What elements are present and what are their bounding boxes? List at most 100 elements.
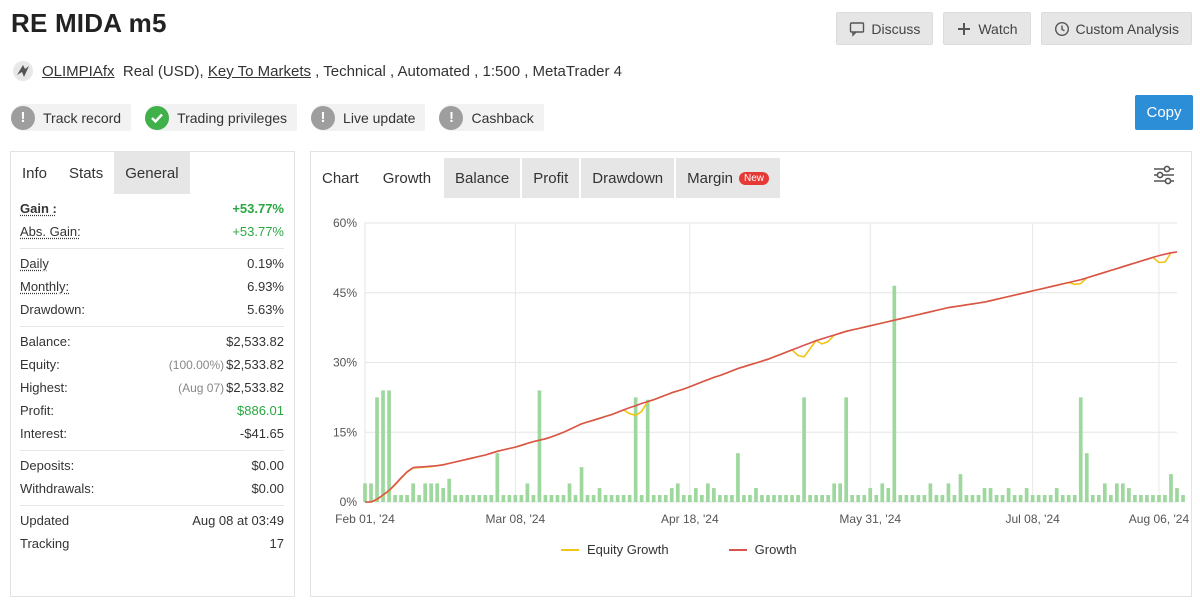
volume-bar — [609, 495, 614, 502]
volume-bar — [760, 495, 764, 502]
volume-bar — [718, 495, 722, 502]
volume-bar — [1181, 495, 1185, 502]
volume-bar — [495, 453, 500, 502]
chart-legend: Equity Growth Growth — [561, 542, 797, 557]
equity-growth-line — [365, 251, 1178, 503]
y-tick-label: 60% — [333, 216, 357, 230]
volume-bar — [736, 453, 740, 502]
trading-privileges-label: Trading privileges — [177, 109, 288, 126]
tab-balance[interactable]: Balance — [444, 158, 521, 198]
volume-bar — [1036, 495, 1041, 502]
volume-bar — [838, 483, 843, 502]
volume-bar — [826, 495, 830, 502]
volume-bar — [597, 488, 602, 502]
volume-bar — [513, 495, 518, 502]
volume-bar — [1139, 495, 1143, 502]
volume-bar — [748, 495, 752, 502]
volume-bar — [1090, 495, 1095, 502]
tab-general[interactable]: General — [114, 152, 190, 194]
y-tick-label: 15% — [333, 425, 357, 439]
volume-bar — [681, 495, 686, 502]
track-record-badge[interactable]: ! Track record — [11, 104, 132, 131]
stat-row-updated: Updated Aug 08 at 03:49 — [20, 509, 284, 532]
settings-sliders-icon[interactable] — [1151, 162, 1177, 188]
live-update-badge[interactable]: ! Live update — [311, 104, 426, 131]
gain-label[interactable]: Gain : — [20, 201, 57, 216]
daily-label[interactable]: Daily — [20, 256, 49, 271]
stat-group-rates: Daily 0.19% Monthly: 6.93% Drawdown: 5.63% — [20, 249, 284, 327]
account-details: , Technical , Automated , 1:500 , MetaTr… — [311, 62, 623, 80]
volume-bar — [363, 483, 367, 502]
volume-bar — [874, 495, 879, 502]
volume-bar — [1151, 495, 1155, 502]
broker-link[interactable]: Key To Markets — [207, 62, 312, 80]
x-tick-label: Apr 18, '24 — [661, 512, 719, 526]
tab-profit[interactable]: Profit — [522, 158, 580, 198]
tab-chart[interactable]: Chart — [322, 169, 359, 187]
chart-panel: Chart Growth Balance Profit Drawdown Mar… — [310, 151, 1192, 597]
volume-bar — [730, 495, 734, 502]
volume-bar — [435, 483, 440, 502]
chat-icon — [850, 21, 865, 37]
volume-bar — [621, 495, 626, 502]
watch-button[interactable]: Watch — [943, 12, 1031, 45]
volume-bar — [898, 495, 903, 502]
deposits-value: $0.00 — [251, 458, 284, 473]
volume-bar — [423, 483, 427, 502]
tracking-value: 17 — [269, 536, 284, 551]
trading-privileges-badge[interactable]: Trading privileges — [145, 104, 298, 131]
volume-bar — [742, 495, 746, 502]
interest-label: Interest: — [20, 426, 67, 441]
volume-bar — [1115, 483, 1119, 502]
withdrawals-label: Withdrawals: — [20, 481, 95, 496]
tab-margin[interactable]: Margin New — [676, 158, 781, 198]
volume-bar — [808, 495, 812, 502]
custom-analysis-button[interactable]: Custom Analysis — [1040, 12, 1192, 45]
volume-bar — [796, 495, 800, 502]
volume-bar — [375, 397, 379, 502]
tab-drawdown[interactable]: Drawdown — [581, 158, 675, 198]
chart-tabs: Chart Growth Balance Profit Drawdown Mar… — [311, 158, 1191, 198]
new-badge: New — [739, 171, 770, 185]
volume-bar — [1133, 495, 1137, 502]
tab-stats[interactable]: Stats — [69, 164, 104, 182]
drawdown-value: 5.63% — [247, 302, 284, 317]
copy-button[interactable]: Copy — [1135, 95, 1193, 130]
volume-bar — [477, 495, 482, 502]
cashback-badge[interactable]: ! Cashback — [439, 104, 544, 131]
badges-row: ! Track record Trading privileges ! Live… — [11, 104, 544, 131]
account-meta: OLIMPIAfx Real (USD), Key To Markets , T… — [12, 60, 622, 82]
stat-row-tracking: Tracking 17 — [20, 532, 284, 555]
y-tick-label: 45% — [333, 286, 357, 300]
volume-bar — [820, 495, 824, 502]
tab-info[interactable]: Info — [22, 164, 48, 182]
highest-value-wrap: (Aug 07) $2,533.82 — [178, 380, 284, 395]
legend-equity-growth[interactable]: Equity Growth — [561, 542, 669, 557]
volume-bar — [904, 495, 909, 502]
volume-bar — [591, 495, 596, 502]
check-icon — [145, 105, 170, 130]
x-tick-label: Jul 08, '24 — [1005, 512, 1060, 526]
volume-bar — [399, 495, 403, 502]
growth-chart[interactable]: 0% 15% 30% 45% 60% Feb 01, '24 Mar 08, '24 Apr … — [311, 202, 1191, 532]
broker-user-link[interactable]: OLIMPIAfx — [42, 62, 115, 80]
discuss-button[interactable]: Discuss — [836, 12, 934, 45]
volume-bar — [814, 495, 818, 502]
volume-bar — [880, 483, 885, 502]
legend-growth[interactable]: Growth — [728, 542, 797, 557]
volume-bar — [669, 488, 674, 502]
monthly-label[interactable]: Monthly: — [20, 279, 70, 294]
volume-bar — [1012, 495, 1017, 502]
volume-bar — [1163, 495, 1167, 502]
track-record-label: Track record — [43, 109, 122, 126]
daily-value: 0.19% — [247, 256, 284, 271]
volume-bar — [657, 495, 662, 502]
watch-label: Watch — [978, 20, 1018, 37]
stats-tabs: Info Stats General — [11, 152, 294, 194]
stat-row-equity: Equity: (100.00%) $2,533.82 — [20, 353, 284, 376]
updated-value: Aug 08 at 03:49 — [192, 513, 284, 528]
abs-gain-label[interactable]: Abs. Gain: — [20, 224, 81, 239]
highest-value: $2,533.82 — [226, 380, 284, 395]
tab-growth[interactable]: Growth — [382, 169, 432, 187]
volume-bar — [555, 495, 560, 502]
